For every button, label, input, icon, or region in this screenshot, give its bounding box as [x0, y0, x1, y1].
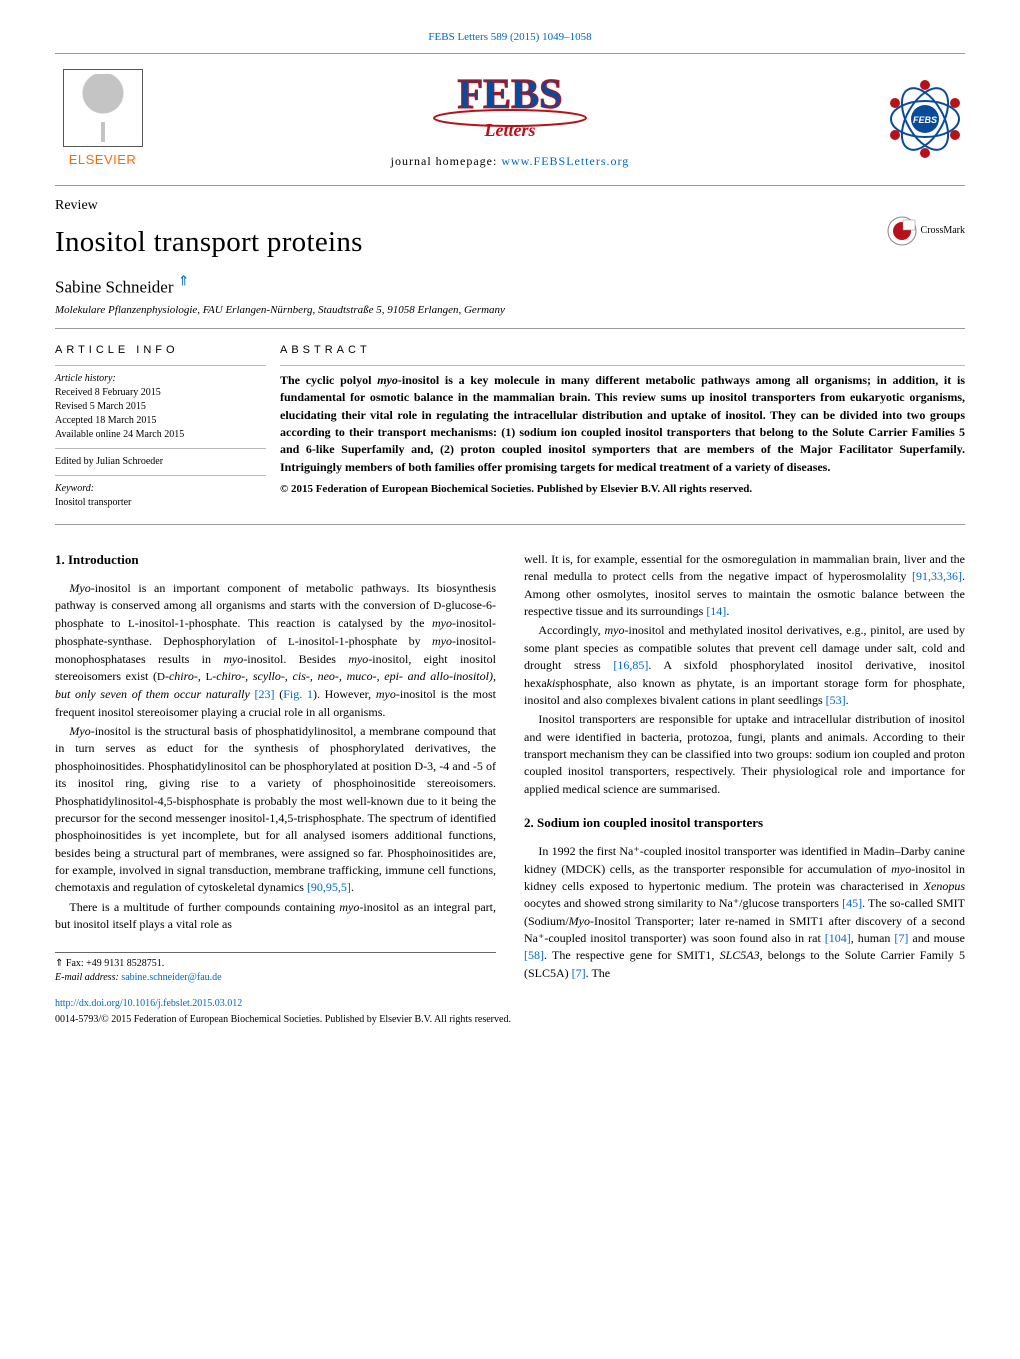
author-marker-link[interactable]: ⇑	[178, 277, 190, 296]
title-row: Inositol transport proteins CrossMark	[55, 216, 965, 273]
keyword: Inositol transporter	[55, 496, 266, 510]
footer-copyright: 0014-5793/© 2015 Federation of European …	[55, 1013, 965, 1027]
info-rule-2	[55, 448, 266, 449]
febs-badge: FEBS	[870, 79, 965, 159]
abstract-rule	[280, 365, 965, 366]
email-label: E-mail address:	[55, 972, 121, 983]
crossmark-badge[interactable]: CrossMark	[887, 216, 965, 246]
article-title: Inositol transport proteins	[55, 222, 363, 263]
body-column-right: well. It is, for example, essential for …	[524, 551, 965, 985]
ref-23[interactable]: [23]	[255, 687, 275, 701]
ref-58[interactable]: [58]	[524, 948, 544, 962]
info-abstract-block: ARTICLE INFO Article history: Received 8…	[55, 328, 965, 524]
email-link[interactable]: sabine.schneider@fau.de	[121, 972, 221, 983]
footnote-email: E-mail address: sabine.schneider@fau.de	[55, 971, 496, 985]
author-name: Sabine Schneider	[55, 277, 174, 296]
febs-letters-logo-icon: FEBS Letters	[405, 68, 615, 143]
para-r2: Accordingly, myo-inositol and methylated…	[524, 622, 965, 709]
journal-header: ELSEVIER FEBS Letters journal homepage: …	[55, 58, 965, 181]
footnote-fax: ⇑ Fax: +49 9131 8528751.	[55, 957, 496, 971]
history-available: Available online 24 March 2015	[55, 428, 266, 442]
ref-7b[interactable]: [7]	[572, 966, 586, 980]
article-type: Review	[55, 196, 965, 216]
history-received: Received 8 February 2015	[55, 386, 266, 400]
abstract-text: The cyclic polyol myo-inositol is a key …	[280, 372, 965, 476]
history-revised: Revised 5 March 2015	[55, 400, 266, 414]
keyword-label: Keyword:	[55, 482, 266, 496]
author-marker: ⇑	[178, 275, 190, 290]
history-label: Article history:	[55, 372, 266, 386]
info-heading: ARTICLE INFO	[55, 343, 266, 358]
elsevier-tree-icon	[63, 69, 143, 147]
section-2-heading: 2. Sodium ion coupled inositol transport…	[524, 814, 965, 833]
info-rule-3	[55, 475, 266, 476]
ref-16-85[interactable]: [16,85]	[613, 658, 648, 672]
abstract-column: ABSTRACT The cyclic polyol myo-inositol …	[280, 329, 965, 523]
publisher-logo[interactable]: ELSEVIER	[55, 69, 150, 169]
body-column-left: 1. Introduction Myo-inositol is an impor…	[55, 551, 496, 985]
journal-logo-block: FEBS Letters journal homepage: www.FEBSL…	[150, 68, 870, 169]
edited-by: Edited by Julian Schroeder	[55, 455, 266, 469]
para-r4: In 1992 the first Na⁺-coupled inositol t…	[524, 843, 965, 982]
svg-text:Letters: Letters	[484, 120, 536, 140]
history-accepted: Accepted 18 March 2015	[55, 414, 266, 428]
doi-link[interactable]: http://dx.doi.org/10.1016/j.febslet.2015…	[55, 998, 242, 1009]
info-rule-1	[55, 365, 266, 366]
svg-text:FEBS: FEBS	[913, 115, 937, 125]
ref-45[interactable]: [45]	[842, 896, 862, 910]
homepage-label: journal homepage:	[391, 154, 502, 168]
abstract-copyright: © 2015 Federation of European Biochemica…	[280, 482, 965, 497]
rule-header-bottom	[55, 185, 965, 186]
para-1: Myo-inositol is an important component o…	[55, 580, 496, 721]
para-r1: well. It is, for example, essential for …	[524, 551, 965, 621]
ref-53[interactable]: [53]	[826, 693, 846, 707]
citation-link[interactable]: FEBS Letters 589 (2015) 1049–1058	[428, 31, 591, 43]
crossmark-label: CrossMark	[921, 224, 965, 238]
para-3: There is a multitude of further compound…	[55, 899, 496, 934]
journal-citation: FEBS Letters 589 (2015) 1049–1058	[55, 30, 965, 45]
section-1-heading: 1. Introduction	[55, 551, 496, 570]
crossmark-icon	[887, 216, 917, 246]
publisher-name: ELSEVIER	[69, 151, 137, 169]
para-r3: Inositol transporters are responsible fo…	[524, 711, 965, 798]
ref-14[interactable]: [14]	[706, 604, 726, 618]
article-info-column: ARTICLE INFO Article history: Received 8…	[55, 329, 280, 523]
ref-104[interactable]: [104]	[825, 931, 851, 945]
fig-1-link[interactable]: Fig. 1	[283, 687, 313, 701]
affiliation: Molekulare Pflanzenphysiologie, FAU Erla…	[55, 303, 965, 318]
para-2: Myo-inositol is the structural basis of …	[55, 723, 496, 897]
doi-line: http://dx.doi.org/10.1016/j.febslet.2015…	[55, 997, 965, 1011]
abstract-heading: ABSTRACT	[280, 343, 965, 358]
ref-7a[interactable]: [7]	[894, 931, 908, 945]
homepage-link[interactable]: www.FEBSLetters.org	[501, 154, 629, 168]
ref-91-33-36[interactable]: [91,33,36]	[912, 569, 962, 583]
footnote-block: ⇑ Fax: +49 9131 8528751. E-mail address:…	[55, 952, 496, 985]
author-line: Sabine Schneider ⇑	[55, 273, 965, 299]
body-columns: 1. Introduction Myo-inositol is an impor…	[55, 551, 965, 985]
ref-90-95-5[interactable]: [90,95,5]	[307, 880, 351, 894]
journal-homepage: journal homepage: www.FEBSLetters.org	[150, 153, 870, 170]
febs-badge-icon: FEBS	[885, 79, 965, 159]
rule-top	[55, 53, 965, 54]
